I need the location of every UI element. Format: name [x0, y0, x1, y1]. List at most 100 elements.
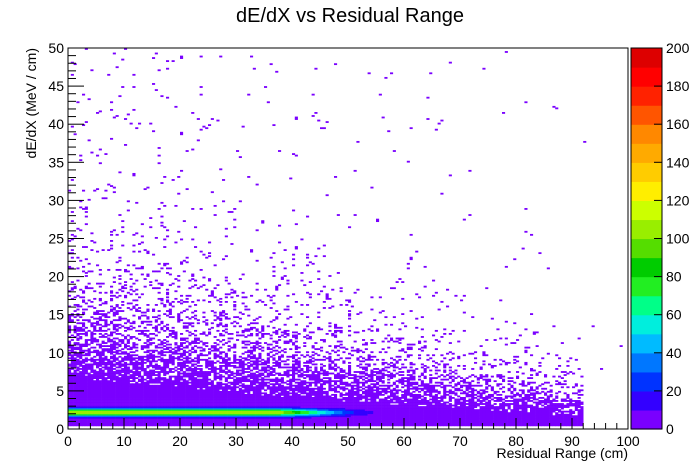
heatmap-cell: [154, 363, 158, 366]
heatmap-cell: [143, 400, 147, 402]
heatmap-cell: [149, 354, 153, 357]
heatmap-cell: [154, 398, 158, 401]
heatmap-cell: [255, 374, 259, 376]
heatmap-cell: [227, 403, 231, 405]
heatmap-cell: [166, 416, 170, 419]
heatmap-cell: [191, 406, 195, 408]
heatmap-cell: [132, 395, 136, 398]
heatmap-cell: [73, 363, 77, 366]
heatmap-cell: [166, 390, 170, 393]
heatmap-cell: [129, 288, 133, 291]
heatmap-cell: [90, 421, 94, 424]
heatmap-cell: [196, 357, 200, 360]
heatmap-cell: [185, 398, 189, 401]
heatmap-cell: [93, 297, 97, 300]
heatmap-cell: [266, 387, 270, 390]
heatmap-cell: [110, 386, 114, 389]
heatmap-cell: [110, 406, 114, 408]
heatmap-cell: [306, 371, 310, 373]
heatmap-cell: [194, 317, 198, 320]
heatmap-cell: [160, 284, 164, 287]
heatmap-cell: [118, 282, 122, 285]
heatmap-cell: [163, 392, 167, 395]
heatmap-cell: [180, 358, 184, 361]
heatmap-cell: [194, 357, 198, 360]
heatmap-cell: [101, 348, 105, 351]
heatmap-cell: [188, 401, 192, 404]
heatmap-cell: [194, 366, 198, 369]
heatmap-cell: [93, 397, 97, 399]
heatmap-cell: [171, 397, 175, 399]
heatmap-cell: [210, 412, 214, 415]
heatmap-cell: [118, 364, 122, 367]
heatmap-cell: [73, 348, 77, 351]
heatmap-cell: [168, 368, 172, 370]
heatmap-cell: [208, 422, 212, 425]
heatmap-cell: [314, 413, 318, 416]
heatmap-cell: [154, 390, 158, 393]
heatmap-cell: [280, 390, 284, 393]
heatmap-cell: [96, 400, 100, 402]
heatmap-cell: [70, 319, 74, 322]
heatmap-cell: [191, 410, 195, 413]
heatmap-cell: [118, 381, 122, 384]
heatmap-cell: [82, 124, 86, 127]
heatmap-cell: [303, 406, 307, 408]
heatmap-cell: [110, 390, 114, 393]
heatmap-cell: [163, 342, 167, 344]
heatmap-cell: [208, 389, 212, 392]
heatmap-cell: [278, 422, 282, 425]
heatmap-cell: [138, 421, 142, 424]
heatmap-cell: [191, 332, 195, 335]
heatmap-cell: [177, 364, 181, 367]
heatmap-cell: [233, 384, 237, 387]
heatmap-cell: [110, 247, 114, 250]
heatmap-cell: [166, 398, 170, 401]
heatmap-cell: [93, 410, 97, 413]
heatmap-cell: [264, 412, 268, 415]
heatmap-cell: [210, 410, 214, 413]
heatmap-cell: [266, 358, 270, 361]
heatmap-cell: [174, 331, 178, 334]
heatmap-cell: [182, 392, 186, 395]
heatmap-cell: [70, 360, 74, 363]
heatmap-cell: [140, 267, 144, 270]
heatmap-cell: [180, 343, 184, 346]
heatmap-cell: [174, 390, 178, 393]
heatmap-cell: [98, 384, 102, 387]
heatmap-cell: [135, 397, 139, 399]
heatmap-cell: [110, 340, 114, 343]
heatmap-cell: [297, 369, 301, 372]
heatmap-cell: [247, 386, 251, 389]
heatmap-cell: [79, 386, 83, 389]
heatmap-cell: [166, 343, 170, 346]
heatmap-cell: [129, 348, 133, 351]
heatmap-cell: [140, 397, 144, 399]
heatmap-cell: [233, 404, 237, 407]
heatmap-cell: [255, 322, 259, 325]
heatmap-cell: [70, 361, 74, 364]
heatmap-cell: [157, 372, 161, 375]
heatmap-cell: [107, 400, 111, 402]
heatmap-cell: [308, 369, 312, 372]
heatmap-cell: [70, 73, 74, 76]
heatmap-cell: [292, 415, 296, 418]
heatmap-cell: [311, 360, 315, 363]
heatmap-cell: [101, 392, 105, 395]
heatmap-cell: [68, 189, 72, 192]
heatmap-cell: [135, 377, 139, 379]
heatmap-cell: [82, 328, 86, 331]
heatmap-cell: [269, 355, 273, 358]
heatmap-cell: [269, 398, 273, 401]
heatmap-cell: [202, 421, 206, 424]
heatmap-cell: [303, 284, 307, 287]
heatmap-cell: [196, 418, 200, 421]
heatmap-cell: [286, 398, 290, 401]
heatmap-cell: [163, 204, 167, 207]
heatmap-cell: [163, 264, 167, 267]
heatmap-cell: [199, 332, 203, 335]
heatmap-cell: [104, 404, 108, 407]
heatmap-cell: [213, 355, 217, 358]
heatmap-cell: [96, 387, 100, 390]
heatmap-cell: [306, 374, 310, 376]
